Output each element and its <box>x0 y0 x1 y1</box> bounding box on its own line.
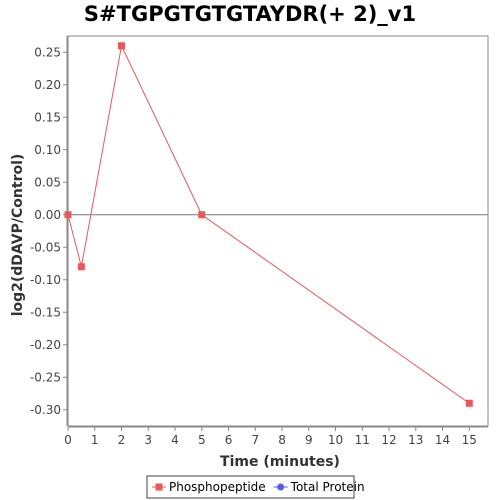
x-tick-label: 13 <box>408 433 423 447</box>
x-tick-label: 9 <box>305 433 313 447</box>
data-point <box>64 211 72 219</box>
x-tick-label: 2 <box>118 433 126 447</box>
x-tick-label: 1 <box>91 433 99 447</box>
plot-area <box>67 35 489 427</box>
y-tick-label: 0.05 <box>34 175 61 189</box>
y-tick-label: -0.25 <box>30 370 61 384</box>
y-tick-label: -0.15 <box>30 305 61 319</box>
legend-label-1: Total Protein <box>290 480 365 494</box>
x-tick-label: 5 <box>198 433 206 447</box>
legend-marker-0 <box>155 483 163 491</box>
y-tick-label: -0.05 <box>30 240 61 254</box>
data-point <box>198 211 206 219</box>
y-tick-label: -0.30 <box>30 403 61 417</box>
x-tick-label: 11 <box>355 433 370 447</box>
x-tick-label: 4 <box>171 433 179 447</box>
x-tick-label: 6 <box>225 433 233 447</box>
y-axis-label: log2(dDAVP/Control) <box>10 154 26 317</box>
data-point <box>77 263 85 271</box>
x-tick-label: 10 <box>328 433 343 447</box>
chart-title: S#TGPGTGTGTAYDR(+ 2)_v1 <box>83 2 417 26</box>
x-axis-label: Time (minutes) <box>220 454 340 470</box>
y-tick-label: 0.15 <box>34 110 61 124</box>
legend-box <box>146 475 355 499</box>
x-tick-label: 14 <box>435 433 450 447</box>
legend-marker-1 <box>277 483 285 491</box>
y-axis: 0.25 0.20 0.15 0.10 0.05 0.00 -0.05 -0.10 -0.15 -… <box>30 36 68 426</box>
data-point <box>465 399 473 407</box>
plot-frame <box>67 35 489 427</box>
x-axis: 0 1 2 3 4 5 6 7 8 9 10 11 12 13 14 15 <box>64 426 488 447</box>
x-tick-label: 15 <box>462 433 477 447</box>
y-tick-label: 0.25 <box>34 45 61 59</box>
y-tick-label: 0.10 <box>34 143 61 157</box>
x-tick-label: 3 <box>144 433 152 447</box>
x-tick-label: 12 <box>381 433 396 447</box>
series-layer <box>64 42 473 407</box>
legend-label-0: Phosphopeptide <box>169 480 266 494</box>
x-tick-label: 0 <box>64 433 72 447</box>
data-point <box>118 42 126 50</box>
legend: Phosphopeptide Total Protein <box>146 475 365 499</box>
y-tick-label: -0.20 <box>30 338 61 352</box>
x-tick-label: 7 <box>251 433 259 447</box>
y-tick-label: 0.00 <box>34 208 61 222</box>
y-tick-label: -0.10 <box>30 273 61 287</box>
x-tick-label: 8 <box>278 433 286 447</box>
y-tick-label: 0.20 <box>34 78 61 92</box>
